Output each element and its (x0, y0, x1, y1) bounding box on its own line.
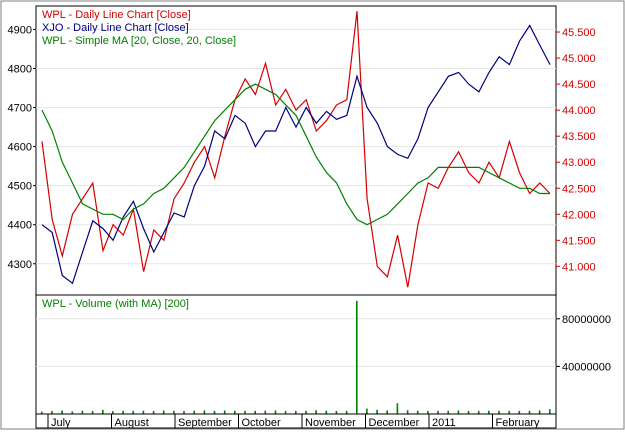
volume-bar (508, 411, 510, 414)
volume-bar (376, 409, 378, 414)
volume-bar (406, 410, 409, 414)
volume-bar (102, 409, 104, 414)
volume-bar (41, 411, 43, 414)
left-tick-label: 4700 (8, 103, 32, 115)
volume-bar (81, 410, 84, 414)
volume-bar (284, 411, 287, 414)
volume-bar (173, 410, 175, 414)
volume-bar (274, 410, 277, 414)
volume-bar (71, 411, 74, 414)
volume-bar (366, 408, 368, 414)
volume-bar (335, 411, 338, 414)
month-label: September (178, 417, 232, 429)
volume-bar (51, 411, 53, 414)
price-left-axis: 4300 4400 4500 4600 4700 4800 4900 (8, 24, 36, 271)
month-label: August (115, 417, 149, 429)
volume-bar (498, 410, 500, 414)
volume-legend: WPL - Volume (with MA) [200] (42, 298, 189, 310)
month-label: October (242, 417, 281, 429)
volume-bar (112, 411, 114, 414)
left-tick-label: 4900 (8, 24, 32, 36)
right-tick-label: 41.500 (562, 235, 596, 247)
volume-tick-label: 80000000 (562, 314, 611, 326)
left-tick-label: 4600 (8, 142, 32, 154)
volume-bar (549, 409, 551, 414)
volume-bar (132, 410, 134, 414)
volume-bar (528, 410, 531, 414)
left-tick-label: 4800 (8, 63, 32, 75)
left-tick-label: 4500 (8, 181, 32, 193)
left-tick-label: 4300 (8, 259, 32, 271)
month-label: February (496, 417, 541, 429)
legend-entry: WPL - Simple MA [20, Close, 20, Close] (42, 35, 236, 47)
right-tick-label: 42.500 (562, 183, 596, 195)
price-legend: WPL - Daily Line Chart [Close]XJO - Dail… (42, 9, 236, 47)
volume-bar (254, 410, 256, 414)
volume-bar (183, 411, 185, 414)
volume-bar (244, 411, 246, 414)
volume-gridlines (36, 318, 556, 367)
volume-bar (264, 410, 267, 414)
legend-entry: XJO - Daily Line Chart [Close] (42, 22, 189, 34)
volume-bar (457, 410, 460, 414)
volume-bar (295, 410, 297, 414)
volume-bar (396, 403, 399, 414)
volume-bar (467, 411, 470, 414)
volume-bar (193, 410, 195, 414)
volume-bar (305, 410, 307, 414)
volume-bar (427, 411, 429, 414)
volume-bar (234, 410, 236, 414)
volume-bar (416, 410, 419, 414)
series-line-xjo-daily-line-chart-close (41, 24, 551, 285)
right-tick-label: 43.500 (562, 131, 596, 143)
month-label: November (305, 417, 356, 429)
volume-bar (447, 410, 449, 414)
right-tick-label: 45.500 (562, 27, 596, 39)
right-tick-label: 41.000 (562, 261, 596, 273)
series-line-wpl-simple-ma-20-close-20-close (41, 83, 550, 226)
price-gridlines (36, 28, 556, 265)
volume-axis: 40000000 80000000 (556, 314, 611, 373)
volume-bar (518, 410, 521, 414)
volume-tick-label: 40000000 (562, 361, 611, 373)
volume-bars (41, 300, 551, 414)
volume-bar (477, 410, 480, 414)
right-tick-label: 43.000 (562, 157, 596, 169)
volume-bar (488, 410, 490, 414)
right-tick-label: 44.000 (562, 105, 596, 117)
volume-bar (91, 411, 94, 414)
right-tick-label: 44.500 (562, 79, 596, 91)
volume-bar (345, 410, 348, 414)
volume-bar (203, 410, 206, 414)
price-series (41, 11, 551, 288)
volume-bar (538, 410, 541, 414)
volume-bar (315, 410, 317, 414)
volume-bar (61, 410, 63, 414)
right-tick-label: 45.000 (562, 53, 596, 65)
volume-bar (162, 410, 165, 414)
legend-entry: WPL - Daily Line Chart [Close] (42, 9, 191, 21)
series-line-wpl-daily-line-chart-close (41, 11, 551, 288)
volume-bar (142, 410, 145, 414)
volume-bar (325, 410, 328, 414)
price-right-axis: 41.000 41.500 42.000 42.500 43.000 43.500 44.0… (556, 27, 596, 273)
month-label: 2011 (432, 417, 456, 429)
left-tick-label: 4400 (8, 220, 32, 232)
month-label: December (369, 417, 420, 429)
x-axis-band (35, 413, 557, 429)
volume-bar (386, 410, 388, 414)
volume-bar (437, 410, 439, 414)
volume-bar (122, 410, 124, 414)
month-label: July (51, 417, 71, 429)
right-tick-label: 42.000 (562, 209, 596, 221)
volume-bar (152, 411, 155, 414)
volume-bar (356, 300, 358, 414)
volume-legend-entry: WPL - Volume (with MA) [200] (42, 298, 189, 310)
x-axis: July August September October November Decemb… (47, 414, 541, 429)
volume-bar (223, 410, 226, 414)
volume-bar (213, 410, 216, 414)
